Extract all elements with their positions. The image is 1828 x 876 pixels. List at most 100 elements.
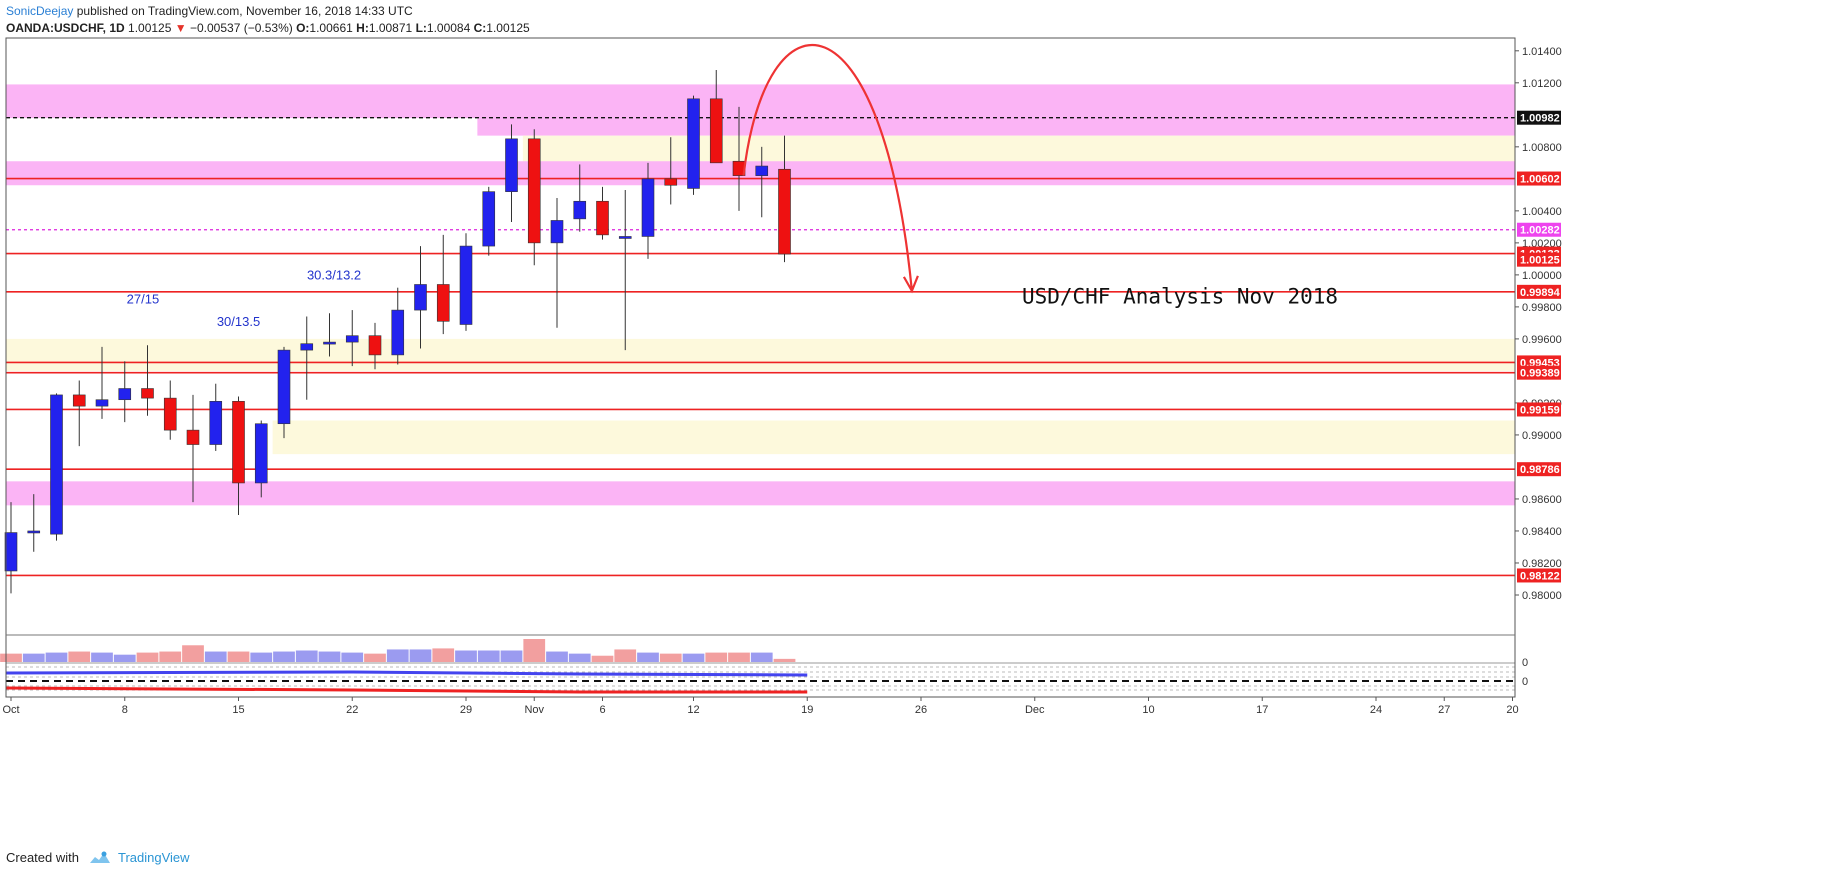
candle [641, 162, 655, 259]
volume-bar [546, 651, 568, 662]
last-price: 1.00125 [128, 21, 172, 35]
price-tick-label: 1.00000 [1522, 270, 1562, 282]
price-axis[interactable]: 1.014001.012001.008001.004001.002001.000… [1515, 46, 1562, 688]
time-tick-label: 19 [801, 704, 813, 716]
time-tick-label: 27 [1438, 704, 1450, 716]
candle [596, 186, 609, 240]
price-tag [1517, 284, 1561, 299]
candle [732, 106, 746, 211]
candle [254, 420, 268, 498]
candle [436, 234, 450, 335]
volume-bar [318, 651, 341, 662]
price-tick-label: 0.98200 [1522, 558, 1562, 570]
price-tick-label: 0.98600 [1522, 494, 1562, 506]
chart-header: SonicDeejay published on TradingView.com… [6, 3, 530, 37]
candle [277, 346, 291, 439]
volume-bar [432, 648, 455, 662]
low-value: 1.00084 [426, 21, 471, 35]
volume-layer [0, 639, 796, 662]
candle [755, 146, 769, 218]
volume-bar [182, 645, 204, 662]
author-link[interactable]: SonicDeejay [6, 4, 74, 18]
candle [527, 129, 541, 266]
candle [573, 164, 587, 232]
time-tick-label: 29 [460, 704, 472, 716]
candle-body [778, 168, 791, 255]
volume-bar [637, 652, 659, 662]
close-value: 1.00125 [486, 21, 530, 35]
yellow-zone [522, 135, 1515, 163]
volume-bar [705, 652, 728, 662]
volume-bar [113, 654, 136, 662]
candle-body [527, 138, 541, 244]
candle [300, 316, 314, 400]
yellow-zone [272, 420, 1515, 455]
volume-bar [204, 651, 227, 662]
volume-bar [568, 653, 591, 662]
candle [209, 383, 223, 451]
high-value: 1.00871 [368, 21, 413, 35]
candle-body [436, 284, 450, 322]
candle [345, 310, 359, 367]
close-label: C: [473, 21, 487, 35]
price-tick-label: 1.01400 [1522, 46, 1562, 58]
price-tick-label: 0.99800 [1522, 302, 1562, 314]
candle [50, 393, 63, 541]
price-tag [1517, 462, 1561, 477]
price-tick-label: 0.98000 [1522, 590, 1562, 602]
plot-border [5, 37, 1516, 698]
candle [391, 287, 405, 365]
forecast-arrow-layer [742, 43, 919, 294]
volume-bar [91, 652, 113, 662]
price-tick-label: 1.01200 [1522, 78, 1562, 90]
volume-bar [409, 649, 432, 662]
candle-body [641, 178, 655, 237]
price-tag-label: 0.98122 [1520, 570, 1560, 582]
magenta-zone [477, 118, 1515, 136]
candle [72, 380, 86, 447]
tradingview-link[interactable]: TradingView [118, 850, 190, 865]
time-axis[interactable]: Oct 8 15 22 29 Nov 6 12 19 26 Dec 10 17 24 27 20 [2, 697, 1519, 716]
candle [368, 322, 382, 370]
price-tag-label: 0.99894 [1520, 287, 1561, 299]
candle-body [664, 178, 678, 186]
low-label: L: [415, 21, 427, 35]
candle-body [596, 200, 609, 236]
volume-bar [773, 658, 796, 662]
price-tag-label: 1.00282 [1520, 225, 1560, 237]
candle-body [4, 532, 18, 572]
volume-bar [341, 652, 364, 662]
candle-body [209, 401, 223, 445]
candle [664, 137, 678, 205]
yellow-zone [6, 338, 1515, 371]
candle [618, 190, 632, 351]
volume-bar [295, 650, 318, 662]
candle-body [459, 245, 473, 325]
candle-body [141, 388, 154, 399]
annotations-layer: 27/15 30/13.5 30.3/13.2 [127, 268, 361, 329]
candle-body [709, 98, 723, 164]
volume-bar [0, 653, 22, 662]
time-tick-label: 20 [1506, 704, 1518, 716]
time-tick-label: 22 [346, 704, 358, 716]
price-tag [1517, 365, 1561, 380]
magenta-zone [6, 481, 1515, 506]
candle-body [618, 236, 632, 239]
candle-body [391, 309, 405, 356]
candle-body [573, 200, 587, 220]
candle-body [232, 401, 245, 484]
candle-body [368, 335, 382, 356]
volume-bar [614, 649, 637, 662]
price-tick-label: 0.99000 [1522, 430, 1562, 442]
candle-body [186, 429, 200, 445]
candle-body [254, 423, 268, 484]
price-tag [1517, 110, 1561, 125]
osc-scale-label: 0 [1522, 657, 1528, 669]
time-tick-label: Oct [2, 704, 19, 716]
candle-body [50, 394, 63, 535]
price-tag [1517, 222, 1561, 237]
volume-bar [659, 653, 682, 662]
volume-bar [68, 651, 91, 662]
candle [118, 361, 132, 423]
